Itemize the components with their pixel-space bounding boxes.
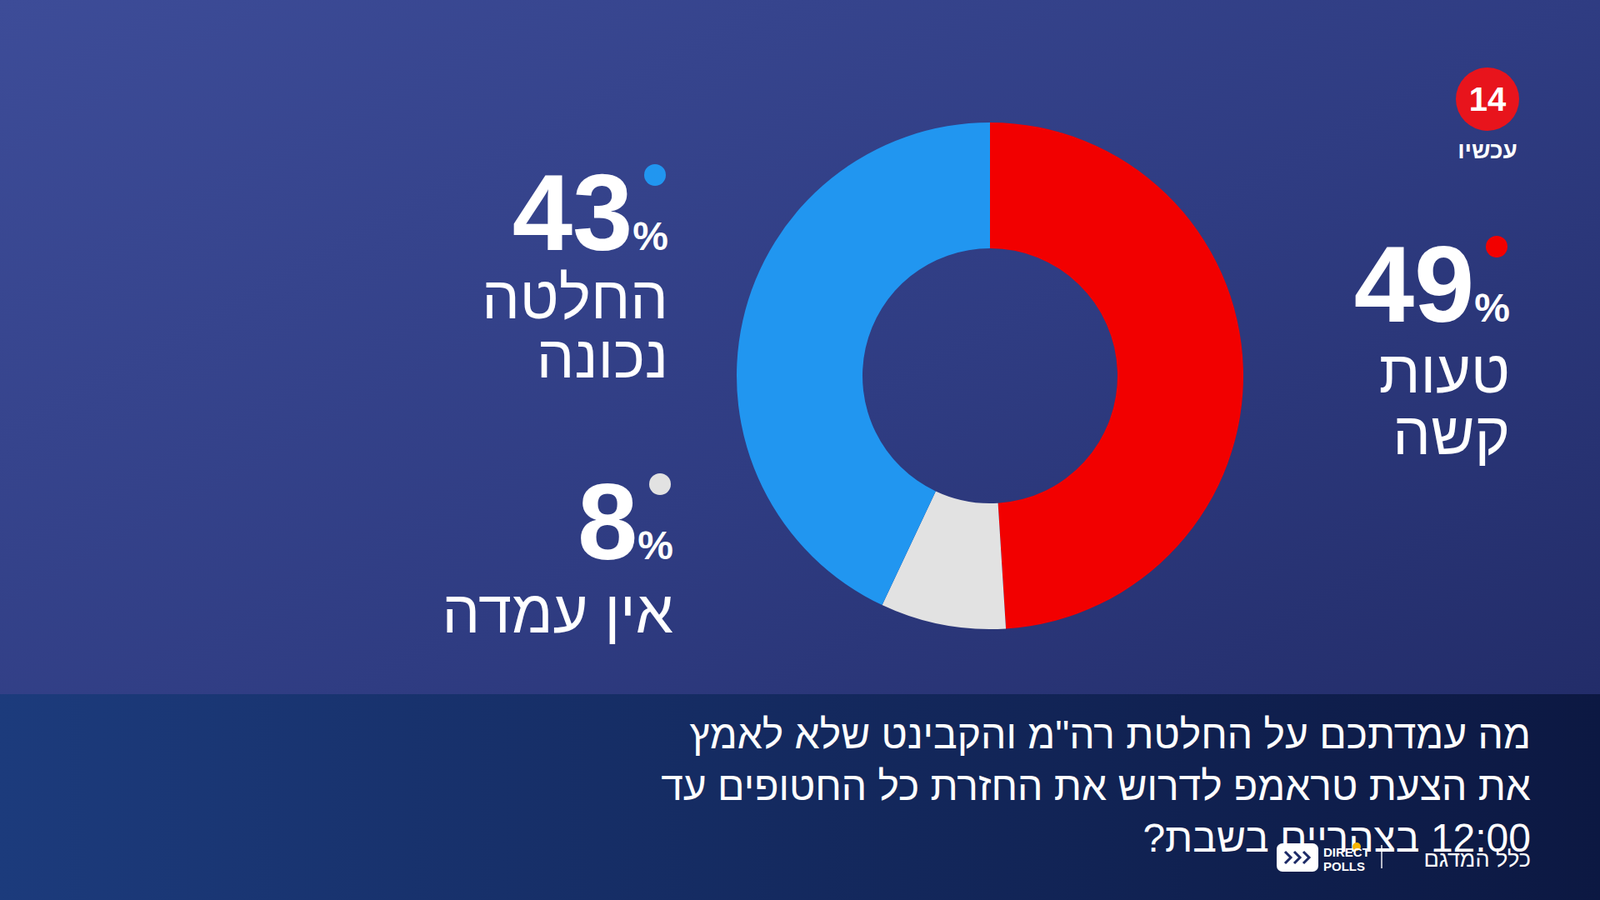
label-dot xyxy=(649,473,671,495)
label-dot xyxy=(644,164,666,186)
logo-badge xyxy=(1455,67,1520,131)
logo-text: DIRECTPOLLS xyxy=(1323,845,1370,874)
title-band xyxy=(0,694,1600,900)
category-label: טעותקשה xyxy=(1379,338,1510,467)
logo-number: 14 xyxy=(1469,80,1507,118)
logo-chevron xyxy=(1285,851,1291,864)
data-label: 8% xyxy=(577,460,674,583)
donut xyxy=(736,122,1244,630)
data-label: 43% xyxy=(512,151,669,274)
label-dot xyxy=(1485,235,1508,258)
title: מה עמדתכם על החלטת רה"מ והקבינט שלא לאמץ… xyxy=(660,712,1531,860)
logo-chevron xyxy=(1294,851,1300,864)
logo-caption: עכשיו xyxy=(1457,137,1518,164)
slice xyxy=(736,122,990,605)
category-label: אין עמדה xyxy=(442,578,674,645)
category-label: החלטהנכונה xyxy=(481,264,669,390)
source-logo: DIRECTPOLLS xyxy=(1276,842,1370,874)
data-label: 49% xyxy=(1354,223,1510,345)
logo-chevron xyxy=(1303,851,1310,864)
source: כלל המדגם xyxy=(1424,846,1532,872)
separator xyxy=(1380,845,1383,869)
slice xyxy=(990,122,1244,629)
chart: 49%טעותקשה 8%אין עמדה 43%החלטהנכונה מה עמדת… xyxy=(0,0,1600,900)
background xyxy=(0,0,1600,900)
logo-box xyxy=(1276,843,1319,872)
